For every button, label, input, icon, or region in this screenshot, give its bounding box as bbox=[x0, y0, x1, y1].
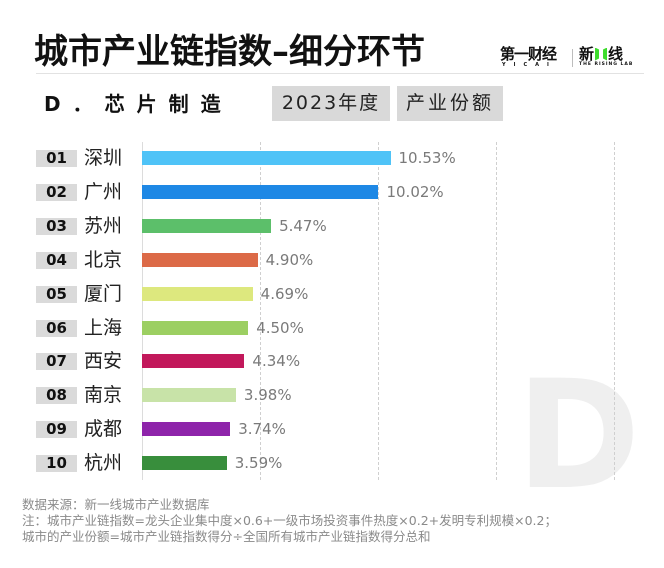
city-label: 苏州 bbox=[84, 214, 123, 237]
bar bbox=[142, 456, 227, 471]
watermark-letter: D bbox=[516, 349, 641, 523]
chart-row: 03 苏州 5.47% bbox=[0, 209, 664, 243]
chart-row: 07 西安 4.34% bbox=[0, 344, 664, 378]
yicai-logo: 第一财经 YICAI bbox=[500, 46, 570, 70]
logo-divider bbox=[572, 49, 573, 67]
city-label: 杭州 bbox=[84, 452, 123, 475]
city-label: 广州 bbox=[84, 180, 123, 203]
rising-logo-en: THE RISING LAB bbox=[579, 62, 634, 67]
bar bbox=[142, 184, 379, 199]
rank-badge: 08 bbox=[36, 387, 77, 405]
city-label: 西安 bbox=[84, 350, 123, 373]
rank-badge: 09 bbox=[36, 421, 77, 439]
value-label: 5.47% bbox=[279, 216, 327, 235]
chart-row: 02 广州 10.02% bbox=[0, 175, 664, 209]
city-label: 深圳 bbox=[84, 147, 123, 169]
chart-row: 05 厦门 4.69% bbox=[0, 277, 664, 311]
value-label: 4.69% bbox=[260, 284, 309, 303]
rising-bracket-icon bbox=[595, 48, 607, 61]
rank-badge: 02 bbox=[36, 183, 77, 201]
rank-badge: 01 bbox=[36, 150, 77, 167]
bar bbox=[142, 286, 253, 301]
value-label: 10.53% bbox=[398, 149, 456, 167]
bar bbox=[142, 151, 391, 165]
header-divider bbox=[36, 73, 644, 74]
chart-row: 10 杭州 3.59% bbox=[0, 446, 664, 480]
section-subtitle: D．芯片制造 bbox=[44, 92, 233, 116]
metric-tag: 产业份额 bbox=[397, 86, 503, 121]
value-label: 3.74% bbox=[238, 420, 286, 439]
rank-badge: 03 bbox=[36, 217, 77, 235]
chart-row: 08 南京 3.98% bbox=[0, 378, 664, 412]
value-label: 4.34% bbox=[252, 352, 301, 371]
bar bbox=[142, 354, 245, 369]
chart-row: 09 成都 3.74% bbox=[0, 412, 664, 446]
bar bbox=[142, 218, 272, 233]
gridline bbox=[496, 142, 497, 480]
data-source: 数据来源：新一线城市产业数据库 bbox=[22, 497, 210, 512]
rank-badge: 04 bbox=[36, 251, 77, 269]
bar bbox=[142, 422, 231, 437]
bar bbox=[142, 388, 236, 403]
city-label: 南京 bbox=[84, 384, 123, 407]
bar bbox=[142, 252, 258, 267]
city-label: 厦门 bbox=[84, 282, 123, 305]
chart-row: 04 北京 4.90% bbox=[0, 243, 664, 277]
rising-lab-logo: 新 线 THE RISING LAB bbox=[579, 46, 645, 70]
rising-logo-right: 线 bbox=[608, 45, 624, 63]
value-label: 4.50% bbox=[256, 318, 304, 337]
city-label: 成都 bbox=[84, 418, 123, 441]
city-label: 北京 bbox=[84, 248, 123, 271]
rising-logo-left: 新 bbox=[579, 45, 595, 63]
value-label: 10.02% bbox=[386, 182, 444, 201]
yicai-logo-en: YICAI bbox=[502, 62, 557, 68]
gridline bbox=[260, 142, 261, 480]
value-label: 4.90% bbox=[265, 250, 314, 269]
chart-row: 06 上海 4.50% bbox=[0, 311, 664, 345]
rank-badge: 05 bbox=[36, 285, 77, 303]
value-label: 3.59% bbox=[234, 454, 283, 473]
page-title: 城市产业链指数–细分环节 bbox=[34, 32, 425, 72]
yicai-logo-cn: 第一财经 bbox=[500, 45, 557, 63]
gridline bbox=[614, 142, 615, 480]
gridline bbox=[142, 142, 143, 480]
rank-badge: 10 bbox=[36, 455, 77, 473]
chart-row: 01 深圳 10.53% bbox=[0, 141, 664, 175]
gridline bbox=[378, 142, 379, 480]
year-tag: 2023年度 bbox=[272, 86, 390, 121]
value-label: 3.98% bbox=[243, 386, 292, 405]
note-formula-share: 城市的产业份额=城市产业链指数得分÷全国所有城市产业链指数得分总和 bbox=[22, 529, 431, 544]
rank-badge: 06 bbox=[36, 319, 77, 337]
note-formula-index: 注：城市产业链指数=龙头企业集中度×0.6+一级市场投资事件热度×0.2+发明专… bbox=[22, 513, 557, 528]
footnote: 数据来源：新一线城市产业数据库 注：城市产业链指数=龙头企业集中度×0.6+一级… bbox=[22, 497, 557, 545]
bar bbox=[142, 320, 249, 335]
rank-badge: 07 bbox=[36, 353, 77, 371]
city-label: 上海 bbox=[84, 316, 123, 339]
